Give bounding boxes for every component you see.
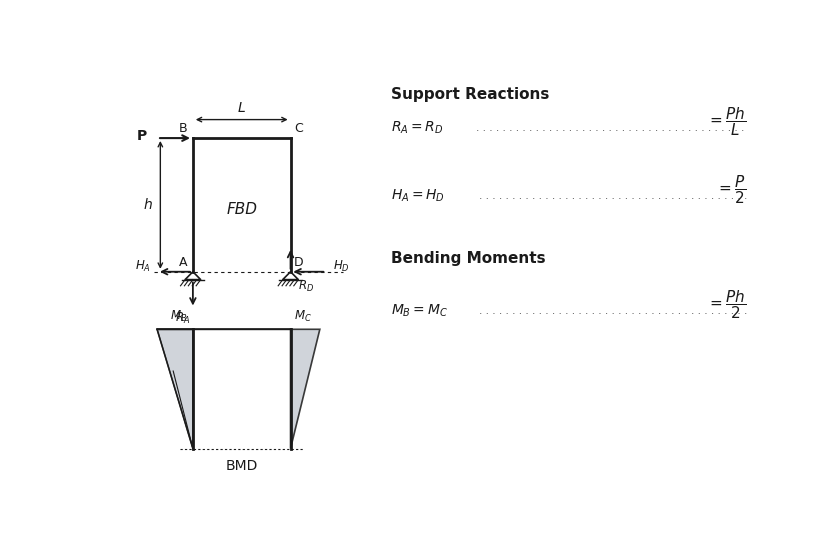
Text: A: A: [179, 256, 187, 269]
Text: . . . . . . . . . . . . . . . . . . . . . . . . . . . . . . . . . . . . . . . . : . . . . . . . . . . . . . . . . . . . . …: [476, 123, 744, 133]
Text: $=\dfrac{Ph}{2}$: $=\dfrac{Ph}{2}$: [706, 288, 746, 321]
Text: h: h: [144, 198, 153, 212]
Text: $M_B = M_C$: $M_B = M_C$: [391, 303, 449, 319]
Text: B: B: [179, 122, 187, 135]
Text: $R_D$: $R_D$: [298, 279, 314, 294]
Text: $H_A$: $H_A$: [134, 259, 150, 274]
Text: P: P: [137, 129, 147, 143]
Text: $H_A = H_D$: $H_A = H_D$: [391, 187, 445, 204]
Text: Support Reactions: Support Reactions: [391, 87, 550, 101]
Text: . . . . . . . . . . . . . . . . . . . . . . . . . . . . . . . . . . . . . . . . : . . . . . . . . . . . . . . . . . . . . …: [480, 191, 748, 201]
Text: $M_B$: $M_B$: [171, 309, 187, 324]
Text: Bending Moments: Bending Moments: [391, 251, 546, 266]
Text: L: L: [238, 100, 245, 115]
Text: $H_D$: $H_D$: [333, 259, 349, 274]
Text: C: C: [294, 122, 302, 135]
Text: FBD: FBD: [226, 201, 257, 216]
Text: $=\dfrac{Ph}{L}$: $=\dfrac{Ph}{L}$: [706, 105, 746, 138]
Text: $=\dfrac{P}{2}$: $=\dfrac{P}{2}$: [716, 173, 746, 206]
Text: . . . . . . . . . . . . . . . . . . . . . . . . . . . . . . . . . . . . . . . . : . . . . . . . . . . . . . . . . . . . . …: [480, 306, 748, 316]
Polygon shape: [291, 329, 320, 449]
Text: BMD: BMD: [225, 459, 258, 473]
Text: D: D: [294, 256, 303, 269]
Text: $R_A = R_D$: $R_A = R_D$: [391, 120, 444, 136]
Polygon shape: [157, 329, 193, 449]
Text: $M_C$: $M_C$: [294, 309, 312, 324]
Text: $R_A$: $R_A$: [176, 310, 191, 326]
